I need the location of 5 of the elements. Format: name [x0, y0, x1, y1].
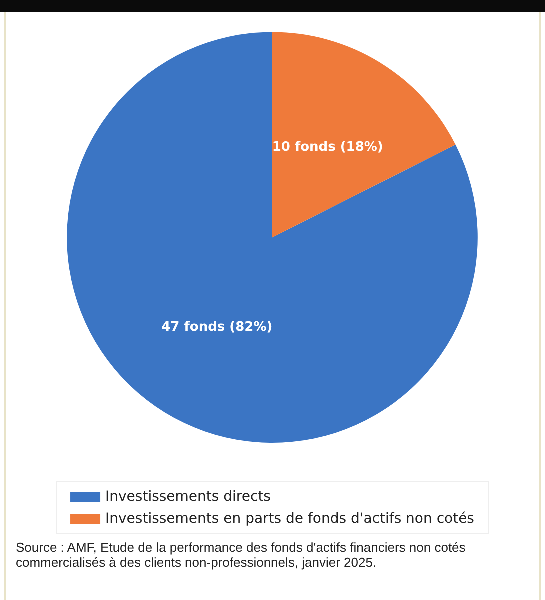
data-label: 47 fonds (82%) [162, 320, 273, 336]
data-label: 10 fonds (18%) [272, 140, 384, 156]
legend-label: Investissements directs [106, 489, 271, 505]
source-note: Source : AMF, Etude de la performance des fonds d'actifs financiers non cotés commercialisés à des clients non-professionnels, janvier 2025. [16, 540, 467, 570]
legend-label: Investissements en parts de fonds d'actifs non cotés [106, 511, 474, 527]
